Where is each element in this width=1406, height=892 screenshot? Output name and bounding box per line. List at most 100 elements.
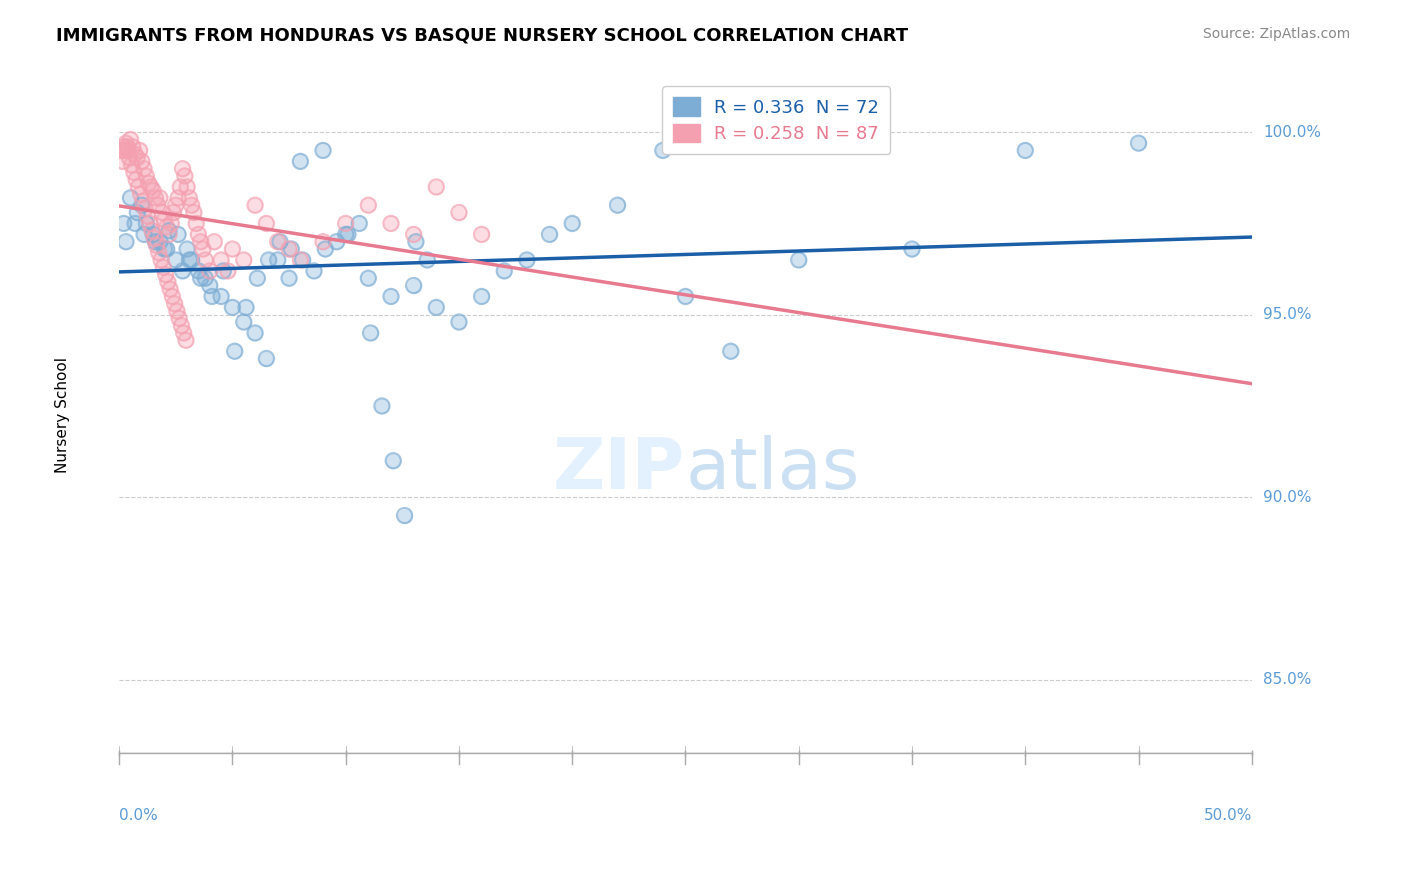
Point <box>190 271 212 285</box>
Point <box>148 245 170 260</box>
Point <box>561 217 583 231</box>
Point <box>516 252 538 267</box>
Point <box>221 242 243 256</box>
Point <box>122 165 145 179</box>
Point <box>170 318 193 333</box>
Point <box>156 220 179 235</box>
Point <box>131 154 153 169</box>
Text: ZIP: ZIP <box>553 434 686 504</box>
Point <box>132 227 155 242</box>
Point <box>212 264 235 278</box>
Point <box>170 318 193 333</box>
Point <box>118 151 141 165</box>
Point <box>115 140 138 154</box>
Point <box>217 264 239 278</box>
Point <box>243 326 266 340</box>
Point <box>112 217 135 231</box>
Point <box>146 198 169 212</box>
Point <box>280 242 302 256</box>
Point <box>167 191 190 205</box>
Point <box>201 289 224 303</box>
Point <box>186 217 208 231</box>
Point <box>291 252 314 267</box>
Point <box>382 454 405 468</box>
Point <box>114 144 136 158</box>
Point <box>112 140 135 154</box>
Point <box>302 264 325 278</box>
Point <box>120 191 142 205</box>
Point <box>202 235 225 249</box>
Point <box>246 271 269 285</box>
Point <box>360 326 382 340</box>
Point <box>425 180 447 194</box>
Point <box>183 205 205 219</box>
Point <box>149 235 172 249</box>
Point <box>111 154 134 169</box>
Point <box>115 235 138 249</box>
Point <box>336 227 359 242</box>
Point <box>232 252 254 267</box>
Point <box>198 264 221 278</box>
Point <box>125 172 148 186</box>
Point <box>720 344 742 359</box>
Point <box>471 289 494 303</box>
Point <box>382 454 405 468</box>
Point <box>172 264 194 278</box>
Point <box>447 315 470 329</box>
Point <box>173 169 195 183</box>
Point <box>121 158 143 172</box>
Point <box>312 235 335 249</box>
Point <box>124 217 146 231</box>
Point <box>167 311 190 326</box>
Point <box>117 144 139 158</box>
Point <box>157 227 180 242</box>
Point <box>402 227 425 242</box>
Point <box>494 264 516 278</box>
Point <box>156 242 179 256</box>
Point <box>118 151 141 165</box>
Point <box>246 271 269 285</box>
Point <box>194 252 217 267</box>
Point <box>150 205 173 219</box>
Point <box>335 227 357 242</box>
Point <box>254 351 277 366</box>
Point <box>142 184 165 198</box>
Point <box>447 205 470 219</box>
Point <box>538 227 561 242</box>
Point <box>267 235 290 249</box>
Point <box>180 198 202 212</box>
Point <box>405 235 427 249</box>
Point <box>162 205 184 219</box>
Point <box>1128 136 1150 150</box>
Point <box>1128 136 1150 150</box>
Point <box>156 275 179 289</box>
Text: Source: ZipAtlas.com: Source: ZipAtlas.com <box>1202 27 1350 41</box>
Point <box>254 351 277 366</box>
Text: 0.0%: 0.0% <box>120 807 157 822</box>
Point <box>675 289 697 303</box>
Point <box>155 268 177 282</box>
Point <box>115 235 138 249</box>
Point <box>145 235 167 249</box>
Point <box>176 242 198 256</box>
Point <box>267 252 290 267</box>
Point <box>124 147 146 161</box>
Point <box>179 191 201 205</box>
Point <box>394 508 416 523</box>
Point <box>112 217 135 231</box>
Point <box>135 217 157 231</box>
Point <box>111 154 134 169</box>
Point <box>416 252 439 267</box>
Point <box>173 169 195 183</box>
Point <box>221 301 243 315</box>
Point <box>134 202 156 216</box>
Point <box>165 252 187 267</box>
Point <box>132 194 155 209</box>
Point <box>115 136 138 150</box>
Point <box>314 242 336 256</box>
Point <box>380 289 402 303</box>
Point <box>149 235 172 249</box>
Point <box>117 144 139 158</box>
Point <box>167 191 190 205</box>
Point <box>139 217 162 231</box>
